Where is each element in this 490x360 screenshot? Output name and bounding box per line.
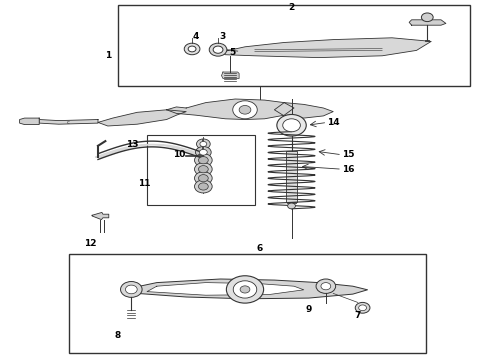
Circle shape	[198, 175, 208, 182]
Circle shape	[209, 43, 227, 56]
Polygon shape	[92, 212, 109, 220]
Circle shape	[198, 157, 208, 164]
Circle shape	[125, 285, 137, 294]
Circle shape	[213, 46, 223, 53]
Circle shape	[240, 286, 250, 293]
Text: 13: 13	[126, 140, 139, 149]
Circle shape	[195, 163, 212, 176]
Text: 4: 4	[193, 32, 199, 41]
Circle shape	[200, 141, 207, 147]
Circle shape	[121, 282, 142, 297]
Text: 10: 10	[172, 150, 185, 159]
Text: 9: 9	[305, 305, 312, 314]
Polygon shape	[221, 72, 239, 78]
Circle shape	[196, 139, 210, 149]
Text: 7: 7	[354, 310, 361, 320]
Text: 8: 8	[115, 331, 121, 340]
Circle shape	[195, 154, 212, 167]
Text: 15: 15	[342, 150, 354, 159]
Circle shape	[355, 302, 370, 313]
Polygon shape	[409, 20, 446, 25]
Circle shape	[233, 101, 257, 119]
Polygon shape	[274, 103, 333, 118]
Circle shape	[283, 119, 300, 132]
Text: 16: 16	[342, 165, 354, 174]
Circle shape	[233, 281, 257, 298]
Polygon shape	[39, 120, 98, 124]
Circle shape	[321, 283, 331, 290]
Circle shape	[196, 147, 211, 158]
Circle shape	[199, 149, 207, 155]
Text: 5: 5	[230, 48, 236, 57]
Polygon shape	[220, 38, 431, 58]
Circle shape	[277, 114, 306, 136]
Circle shape	[198, 166, 208, 173]
Bar	[118, 5, 470, 86]
Text: 12: 12	[84, 239, 97, 248]
Text: 6: 6	[257, 244, 263, 253]
Bar	[147, 135, 255, 205]
Polygon shape	[20, 118, 39, 125]
Text: 1: 1	[105, 51, 111, 60]
Circle shape	[195, 172, 212, 185]
Circle shape	[188, 46, 196, 52]
Circle shape	[316, 279, 336, 293]
Text: 3: 3	[220, 32, 226, 41]
Circle shape	[421, 13, 433, 22]
Text: 11: 11	[138, 179, 151, 188]
Circle shape	[184, 43, 200, 55]
Bar	[286, 151, 297, 202]
Circle shape	[198, 183, 208, 190]
Circle shape	[195, 180, 212, 193]
Polygon shape	[98, 110, 186, 126]
Polygon shape	[147, 283, 304, 295]
Circle shape	[288, 203, 295, 209]
Text: 2: 2	[289, 4, 294, 13]
Text: 14: 14	[327, 118, 340, 127]
Circle shape	[239, 105, 251, 114]
Polygon shape	[122, 279, 368, 299]
Polygon shape	[167, 99, 294, 120]
Circle shape	[226, 276, 264, 303]
Text: c: c	[67, 120, 70, 125]
Bar	[69, 254, 426, 353]
Circle shape	[359, 305, 367, 311]
